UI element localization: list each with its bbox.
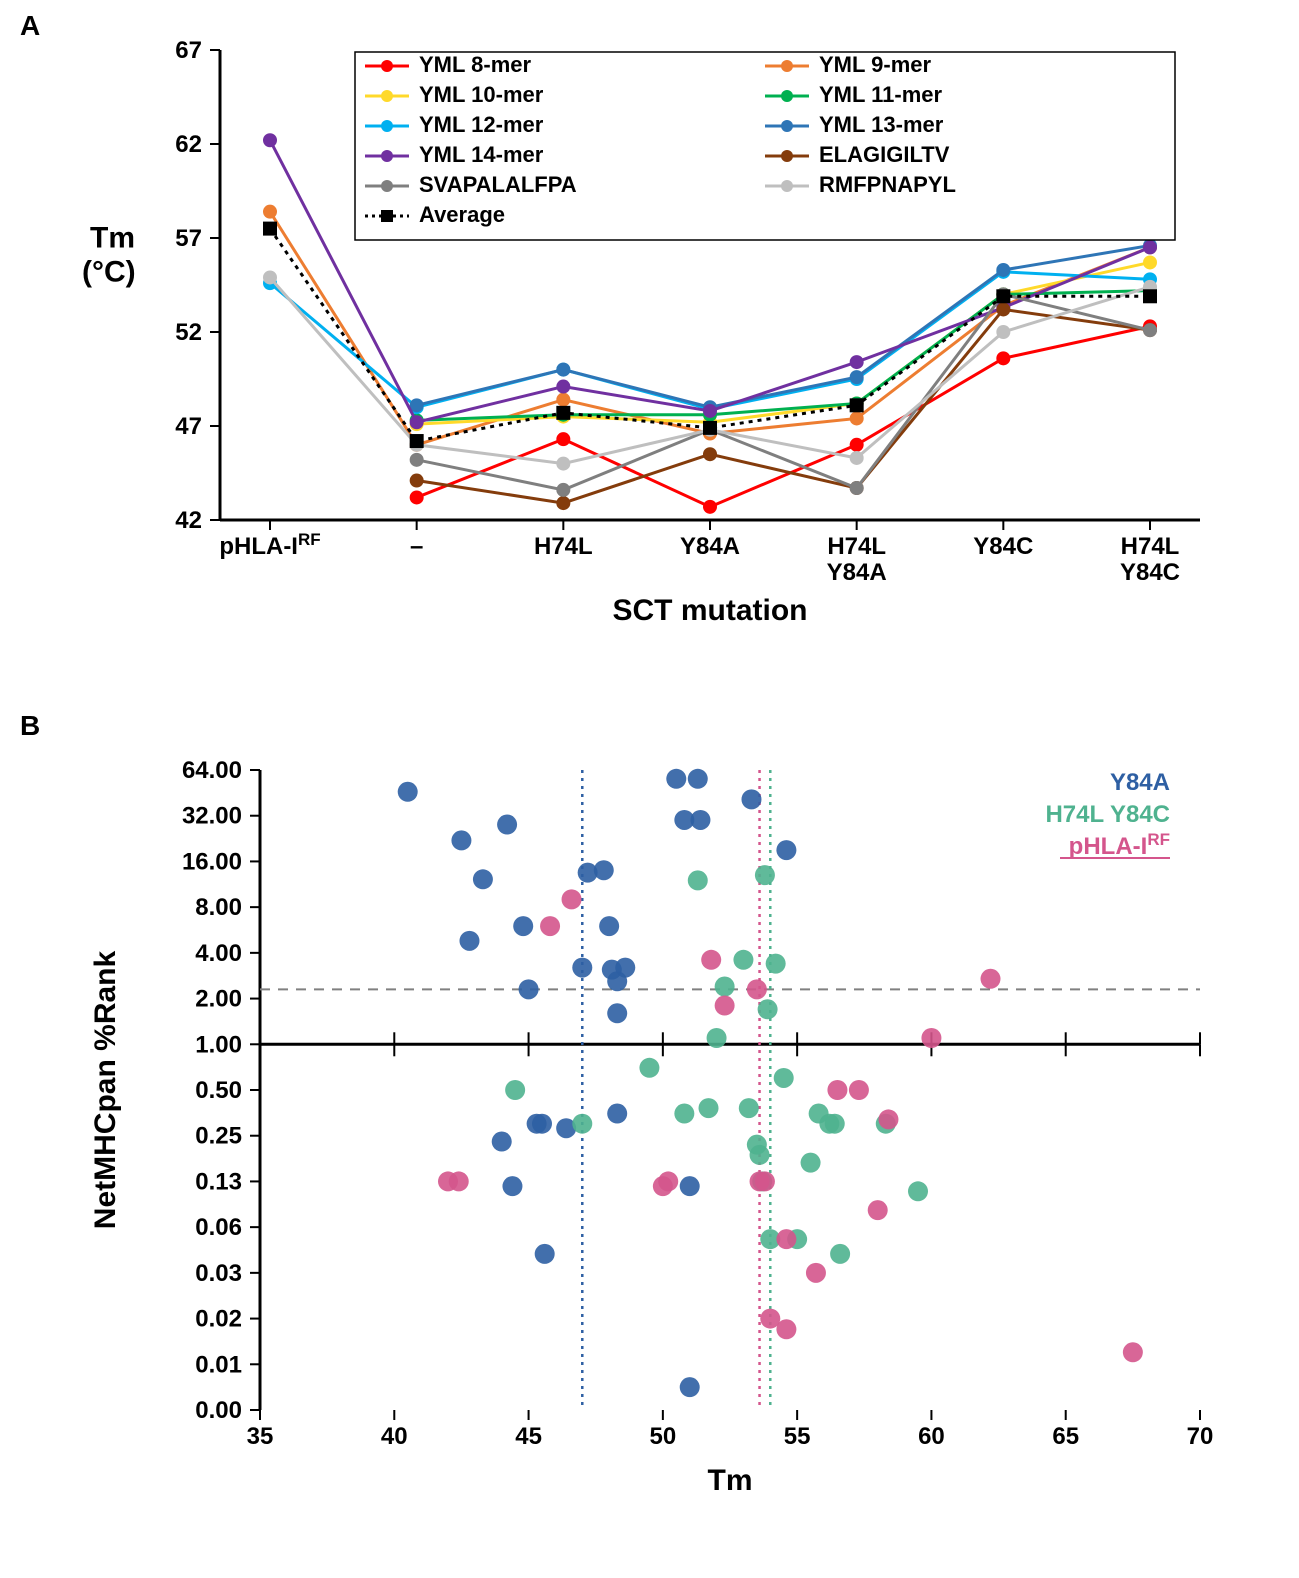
svg-text:50: 50 [650, 1423, 677, 1450]
panel-a-chart: 424752576267Tm(°C)pHLA-IRF–H74LY84AH74LY… [60, 20, 1240, 660]
svg-text:ELAGIGILTV: ELAGIGILTV [819, 142, 950, 167]
svg-text:H74L: H74L [827, 533, 886, 560]
panel-b-chart: 0.00 0.01 0.02 0.03 0.06 0.13 0.25 0.50 1.00 2.00… [60, 740, 1240, 1530]
svg-text:0.00: 0.00 [195, 1397, 242, 1424]
svg-text:47: 47 [175, 413, 202, 440]
svg-text:YML 13-mer: YML 13-mer [819, 112, 944, 137]
svg-text:–: – [410, 533, 423, 560]
svg-text:35: 35 [247, 1423, 274, 1450]
svg-text:YML 9-mer: YML 9-mer [819, 52, 932, 77]
svg-text:NetMHCpan %Rank: NetMHCpan %Rank [89, 951, 122, 1230]
svg-text:SVAPALALFPA: SVAPALALFPA [419, 172, 577, 197]
panel-a-label: A [20, 10, 40, 42]
svg-text:0.03: 0.03 [195, 1260, 242, 1287]
svg-text:(°C): (°C) [82, 255, 136, 288]
svg-text:YML 11-mer: YML 11-mer [819, 82, 943, 107]
svg-text:32.00: 32.00 [182, 803, 242, 830]
svg-text:0.25: 0.25 [195, 1123, 242, 1150]
svg-text:Tm: Tm [708, 1464, 753, 1497]
svg-text:52: 52 [175, 319, 202, 346]
svg-text:YML 12-mer: YML 12-mer [419, 112, 544, 137]
svg-text:62: 62 [175, 131, 202, 158]
panel-a-svg: 424752576267Tm(°C)pHLA-IRF–H74LY84AH74LY… [60, 20, 1240, 660]
figure: A 424752576267Tm(°C)pHLA-IRF–H74LY84AH74… [0, 0, 1299, 1578]
svg-text:2.00: 2.00 [195, 986, 242, 1013]
svg-text:H74L: H74L [534, 533, 593, 560]
svg-text:57: 57 [175, 225, 202, 252]
svg-text:42: 42 [175, 507, 202, 534]
svg-text:Average: Average [419, 202, 505, 227]
svg-text:Y84C: Y84C [1120, 559, 1180, 586]
svg-text:0.02: 0.02 [195, 1306, 242, 1333]
svg-text:Y84A: Y84A [827, 559, 887, 586]
svg-text:YML 14-mer: YML 14-mer [419, 142, 544, 167]
svg-text:Y84A: Y84A [680, 533, 740, 560]
svg-text:H74L Y84C: H74L Y84C [1045, 801, 1170, 828]
panel-b-svg: 0.00 0.01 0.02 0.03 0.06 0.13 0.25 0.50 1.00 2.00… [60, 740, 1240, 1530]
svg-text:1.00: 1.00 [195, 1031, 242, 1058]
svg-text:70: 70 [1187, 1423, 1214, 1450]
svg-text:0.06: 0.06 [195, 1214, 242, 1241]
svg-text:YML 10-mer: YML 10-mer [419, 82, 544, 107]
svg-text:4.00: 4.00 [195, 940, 242, 967]
svg-text:H74L: H74L [1121, 533, 1180, 560]
svg-text:40: 40 [381, 1423, 408, 1450]
svg-text:65: 65 [1052, 1423, 1079, 1450]
svg-text:SCT mutation: SCT mutation [613, 594, 808, 627]
svg-text:8.00: 8.00 [195, 894, 242, 921]
svg-text:67: 67 [175, 37, 202, 64]
svg-text:55: 55 [784, 1423, 811, 1450]
svg-text:Y84A: Y84A [1110, 769, 1170, 796]
svg-text:RMFPNAPYL: RMFPNAPYL [819, 172, 956, 197]
svg-text:Tm: Tm [90, 221, 135, 254]
svg-text:45: 45 [515, 1423, 542, 1450]
svg-text:60: 60 [918, 1423, 945, 1450]
svg-text:16.00: 16.00 [182, 848, 242, 875]
svg-text:Y84C: Y84C [973, 533, 1033, 560]
svg-text:0.50: 0.50 [195, 1077, 242, 1104]
svg-text:pHLA-IRF: pHLA-IRF [219, 530, 320, 561]
svg-text:0.01: 0.01 [195, 1351, 242, 1378]
svg-text:pHLA-IRF: pHLA-IRF [1069, 830, 1170, 861]
svg-text:64.00: 64.00 [182, 757, 242, 784]
svg-text:0.13: 0.13 [195, 1168, 242, 1195]
svg-text:YML 8-mer: YML 8-mer [419, 52, 532, 77]
panel-b-label: B [20, 710, 40, 742]
